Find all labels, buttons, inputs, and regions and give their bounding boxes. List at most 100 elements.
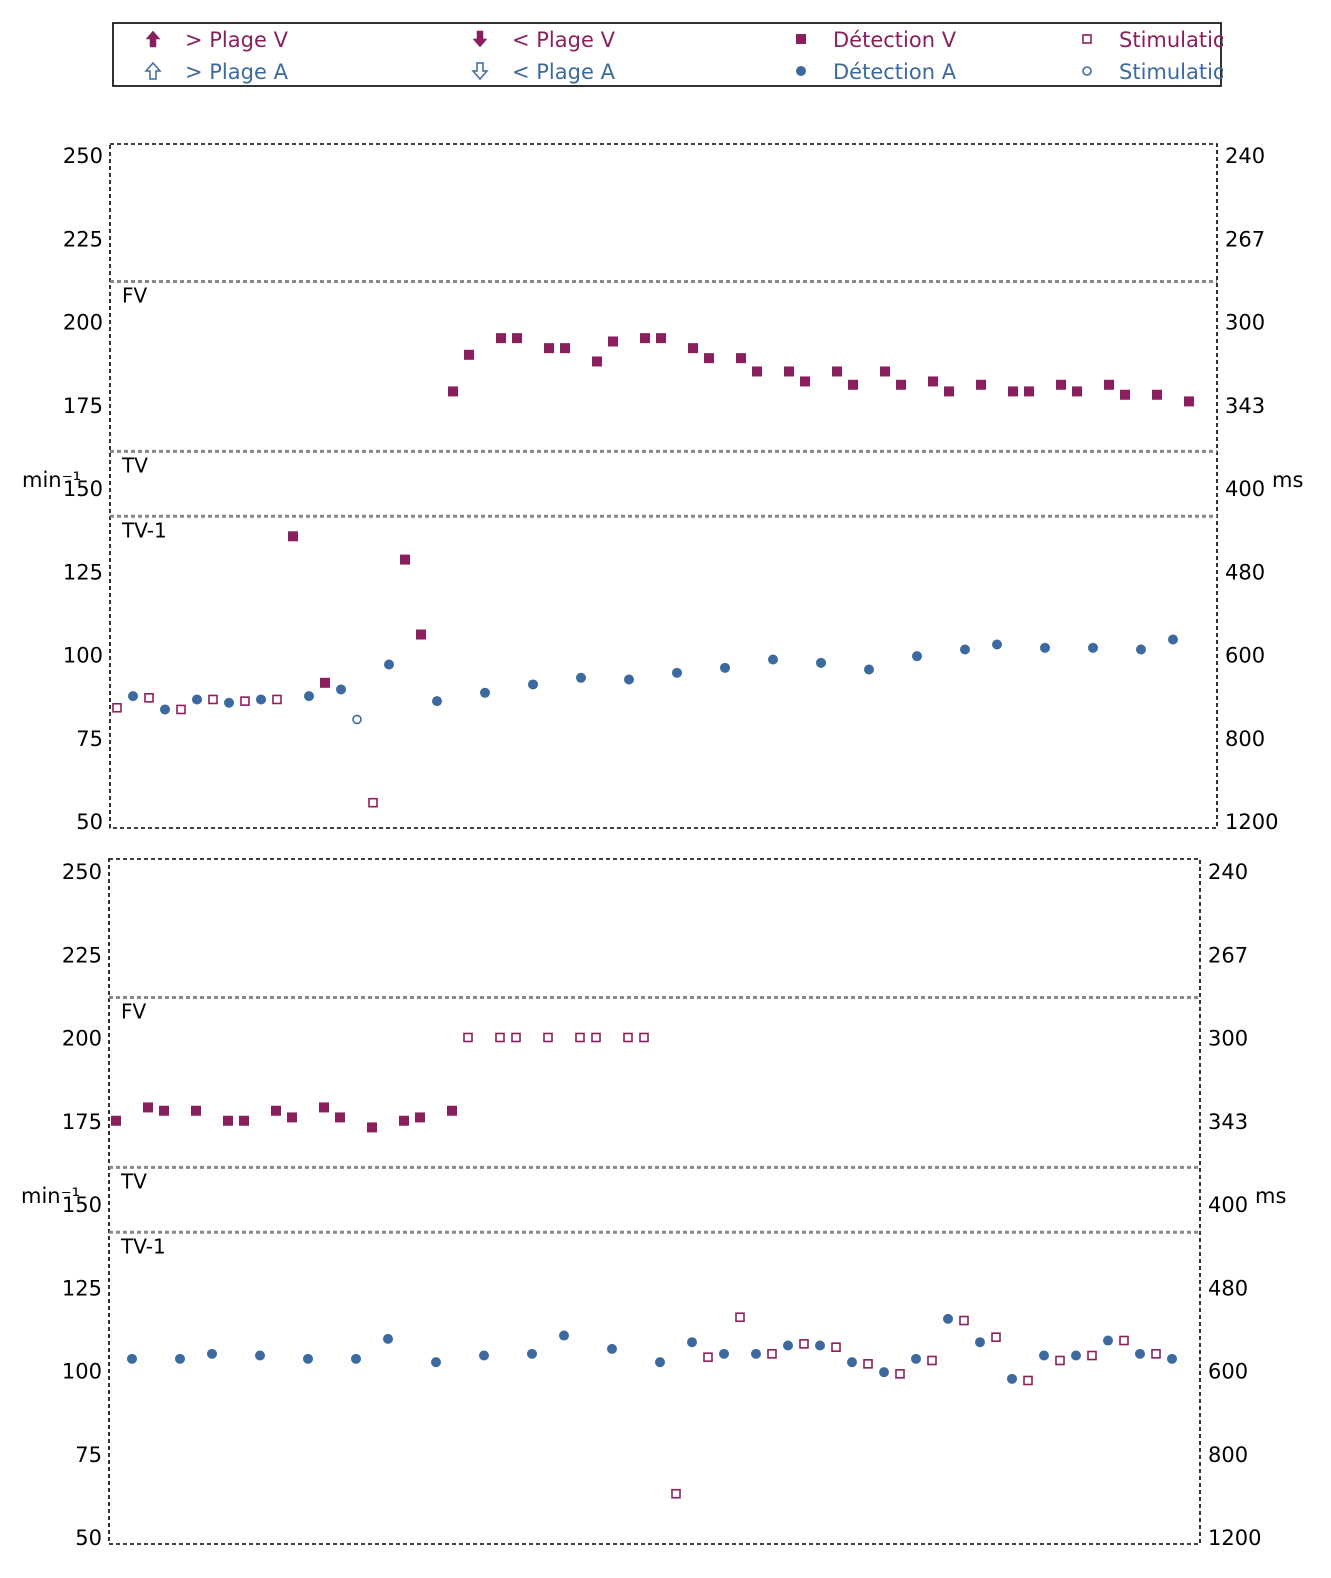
data-point xyxy=(816,657,826,668)
data-point xyxy=(112,702,122,713)
data-point xyxy=(576,672,586,683)
data-point xyxy=(559,1330,569,1341)
y2-tick-label: 267 xyxy=(1225,227,1265,251)
marker-shape xyxy=(1087,1350,1097,1361)
data-point xyxy=(1039,1350,1049,1361)
data-point xyxy=(960,644,970,655)
y2-tick-label: 800 xyxy=(1225,727,1265,751)
data-point xyxy=(175,1353,185,1364)
legend-label: > Plage A xyxy=(185,60,289,84)
data-point xyxy=(159,1105,169,1116)
marker-shape xyxy=(367,1122,377,1133)
data-point xyxy=(1007,1373,1017,1384)
marker-shape xyxy=(511,1032,521,1043)
data-point xyxy=(288,531,298,542)
y-tick-label: 150 xyxy=(62,1193,102,1217)
data-point xyxy=(735,1312,745,1323)
circle-solid-icon xyxy=(796,66,806,76)
marker-shape xyxy=(544,343,554,354)
data-point xyxy=(463,1032,473,1043)
legend-item: Stimulatio xyxy=(1082,28,1226,52)
marker-shape xyxy=(592,356,602,367)
marker-shape xyxy=(335,1112,345,1123)
marker-shape xyxy=(895,1369,905,1379)
y2-tick-label: 267 xyxy=(1208,943,1248,967)
data-point xyxy=(815,1340,825,1351)
marker-shape xyxy=(304,691,314,702)
y2-axis-label: ms xyxy=(1255,1184,1286,1208)
data-point xyxy=(368,797,378,808)
marker-shape xyxy=(672,667,682,678)
marker-shape xyxy=(1184,396,1194,407)
marker-shape xyxy=(1168,634,1178,645)
data-point xyxy=(127,1353,137,1364)
series-circle-open xyxy=(352,714,362,725)
marker-shape xyxy=(543,1032,553,1043)
marker-shape xyxy=(352,714,362,725)
marker-shape xyxy=(1072,386,1082,397)
y2-tick-label: 600 xyxy=(1225,644,1265,668)
data-point xyxy=(975,1337,985,1348)
marker-shape xyxy=(559,1330,569,1341)
marker-shape xyxy=(384,659,394,670)
data-point xyxy=(976,379,986,390)
data-point xyxy=(496,333,506,344)
data-point xyxy=(495,1032,505,1043)
data-point xyxy=(128,691,138,702)
data-point xyxy=(992,639,1002,650)
data-point xyxy=(896,379,906,390)
data-point xyxy=(608,336,618,347)
data-point xyxy=(671,1488,681,1499)
marker-shape xyxy=(176,704,186,715)
y2-tick-label: 480 xyxy=(1208,1276,1248,1300)
marker-shape xyxy=(928,376,938,387)
marker-shape xyxy=(479,1350,489,1361)
data-point xyxy=(528,679,538,690)
data-point xyxy=(1087,1350,1097,1361)
legend-label: < Plage V xyxy=(512,28,616,52)
data-point xyxy=(352,714,362,725)
marker-shape xyxy=(512,333,522,344)
arrow-up-solid-icon xyxy=(145,30,161,48)
marker-shape xyxy=(623,1032,633,1043)
data-point xyxy=(256,694,266,705)
marker-shape xyxy=(127,1353,137,1364)
arrow-up-open-icon xyxy=(144,61,162,80)
data-point xyxy=(864,664,874,675)
data-point xyxy=(1040,642,1050,653)
data-point xyxy=(383,1333,393,1344)
marker-shape xyxy=(832,366,842,377)
marker-shape xyxy=(575,1032,585,1043)
data-point xyxy=(1184,396,1194,407)
data-point xyxy=(224,697,234,708)
data-point xyxy=(911,1353,921,1364)
data-point xyxy=(624,674,634,685)
zone-label: TV xyxy=(121,453,148,477)
data-point xyxy=(1151,1349,1161,1359)
marker-shape xyxy=(783,1340,793,1351)
data-point xyxy=(880,366,890,377)
data-point xyxy=(1103,1335,1113,1346)
marker-shape xyxy=(256,694,266,705)
marker-shape xyxy=(351,1353,361,1364)
marker-shape xyxy=(272,694,282,705)
data-point xyxy=(863,1359,873,1369)
series-square-open xyxy=(463,1032,1161,1499)
legend-item: < Plage V xyxy=(472,28,616,52)
data-point xyxy=(704,353,714,364)
y-tick-label: 150 xyxy=(63,477,103,501)
marker-shape xyxy=(431,1357,441,1368)
marker-shape xyxy=(752,366,762,377)
marker-shape xyxy=(560,343,570,354)
data-point xyxy=(783,1340,793,1351)
marker-shape xyxy=(943,1313,953,1324)
marker-shape xyxy=(879,1367,889,1378)
marker-shape xyxy=(816,657,826,668)
data-point xyxy=(847,1357,857,1368)
marker-shape xyxy=(1167,1353,1177,1364)
marker-shape xyxy=(271,1105,281,1116)
data-point xyxy=(607,1343,617,1354)
marker-shape xyxy=(751,1348,761,1359)
data-point xyxy=(192,694,202,705)
legend-label: Stimulatio xyxy=(1119,28,1226,52)
